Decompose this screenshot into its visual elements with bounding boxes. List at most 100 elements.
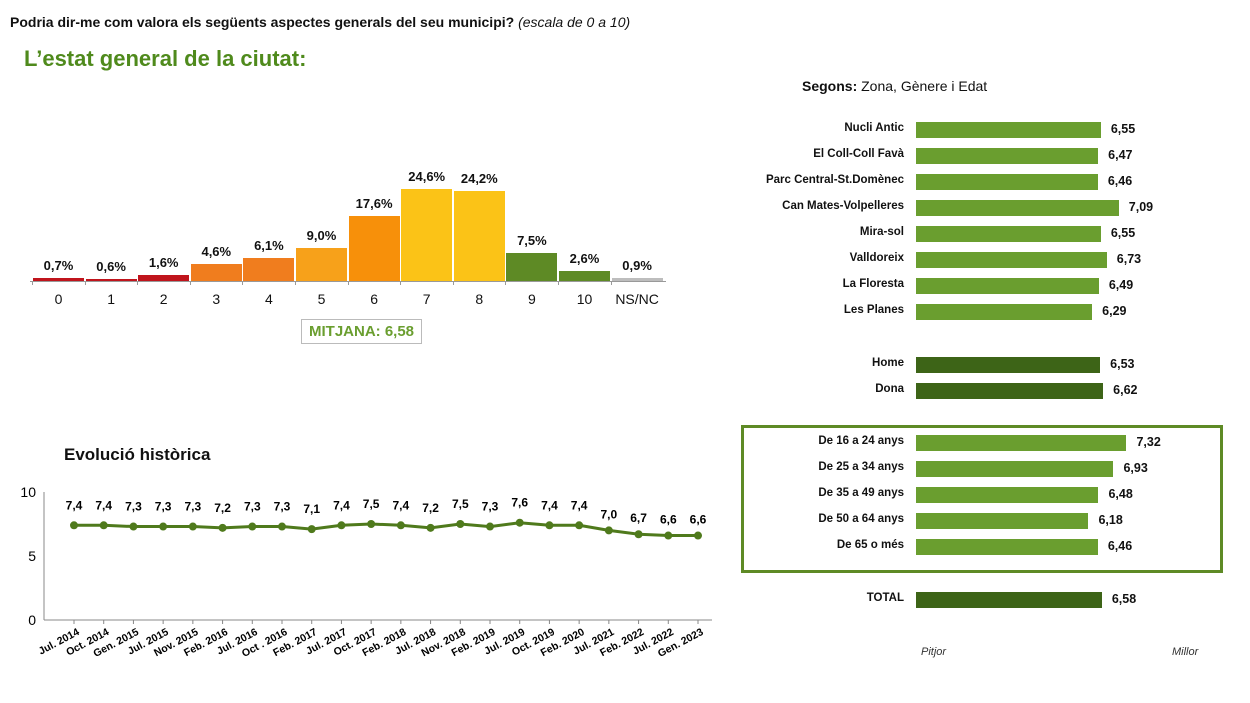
histogram-bar [453,190,505,281]
row-label: Les Planes [843,304,904,316]
histogram-bar [190,263,242,281]
data-point [664,531,673,540]
histogram-category-label: 8 [475,291,484,307]
row-value: 6,93 [1123,461,1148,475]
data-point [545,521,554,530]
age-group-highlight-box [741,425,1223,573]
data-label: 7,3 [125,500,142,514]
data-label: 7,3 [155,500,172,514]
row-label: De 25 a 34 anys [818,461,904,473]
row-value: 6,73 [1116,252,1142,266]
data-label: 7,3 [482,500,499,514]
row-label: Home [872,357,904,369]
histogram-value-label: 2,6% [569,251,600,267]
row-label: De 16 a 24 anys [818,435,904,447]
data-label: 7,5 [452,497,469,511]
histogram-category-label: 9 [527,291,536,307]
row-value: 6,55 [1110,122,1136,136]
row-value: 6,55 [1110,226,1136,240]
data-label: 7,4 [333,498,350,512]
line-chart-title: Evolució històrica [64,445,211,464]
row-label: Parc Central-St.Domènec [765,174,904,186]
histogram-category-label: 0 [54,291,63,307]
data-label: 7,0 [601,507,618,521]
row-bar [916,148,1099,164]
question: Podria dir-me com valora els següents as… [10,14,515,30]
histogram-value-label: 0,6% [96,258,126,274]
histogram-category-label: 5 [317,291,326,307]
data-point [218,523,227,532]
histogram-tick [242,281,244,285]
data-label: 7,5 [363,497,380,511]
row-label: Mira-sol [859,226,904,238]
histogram-category-label: 3 [212,291,221,307]
data-point [248,522,257,531]
row-bar [916,487,1099,503]
data-label: 7,3 [274,500,291,514]
histogram-tick [610,281,612,285]
data-point [99,521,108,530]
data-label: 7,4 [541,498,558,512]
data-point [426,523,435,532]
data-point [129,522,138,531]
data-label: 7,1 [303,502,320,516]
histogram-tick [32,281,33,285]
mean-badge: MITJANA: 6,58 [301,319,423,344]
row-label: La Floresta [842,278,904,290]
y-tick-label: 10 [20,484,36,500]
data-point [367,520,376,528]
page-title: L’estat general de la ciutat: [24,46,307,71]
histogram-bar [85,278,137,281]
row-label: El Coll-Coll Favà [813,148,904,160]
row-bar [916,539,1098,555]
row-bar [916,435,1127,451]
question-scale: (escala de 0 a 10) [518,14,631,30]
data-label: 6,6 [690,513,707,527]
data-point [456,520,465,528]
row-value: 6,29 [1102,304,1127,318]
row-label: De 50 a 64 anys [818,513,904,525]
row-value: 6,46 [1107,539,1133,553]
data-label: 7,4 [95,498,112,512]
row-bar [916,304,1093,320]
histogram-value-label: 9,0% [306,227,337,243]
data-point [486,522,494,531]
y-tick-label: 0 [28,612,36,628]
histogram-bar [348,215,400,281]
histogram-category-label: 7 [422,291,431,307]
histogram-tick [347,281,349,285]
axis-right-label: Millor [1172,646,1199,658]
row-value: 6,53 [1110,357,1135,371]
row-bar [916,122,1101,138]
data-point [337,521,346,530]
row-bar [916,592,1102,608]
data-point [694,531,702,540]
row-value: 6,47 [1108,148,1133,162]
histogram-tick [505,281,507,285]
histogram-tick [558,281,559,285]
histogram-value-label: 0,7% [43,258,74,274]
histogram-category-label: 10 [576,291,593,307]
data-label: 6,7 [630,511,647,525]
data-point [188,522,197,531]
histogram-tick [84,281,86,285]
histogram-bar [559,271,610,281]
y-tick-label: 5 [28,548,36,564]
row-value: 7,32 [1136,435,1161,449]
row-bar [916,513,1089,529]
data-point [70,521,78,530]
histogram-tick [137,281,139,285]
data-point [515,518,524,527]
data-point [396,521,405,530]
histogram-bar [243,258,295,281]
data-label: 7,6 [511,496,528,510]
row-bar [916,357,1101,373]
histogram-value-label: 7,5% [517,233,547,249]
histogram-value-label: 24,2% [460,170,498,186]
histogram-bar [611,277,663,281]
data-label: 6,6 [660,513,677,527]
data-point [278,522,286,531]
row-label: TOTAL [866,592,904,604]
histogram-value-label: 0,9% [622,257,652,273]
data-point [159,522,168,531]
